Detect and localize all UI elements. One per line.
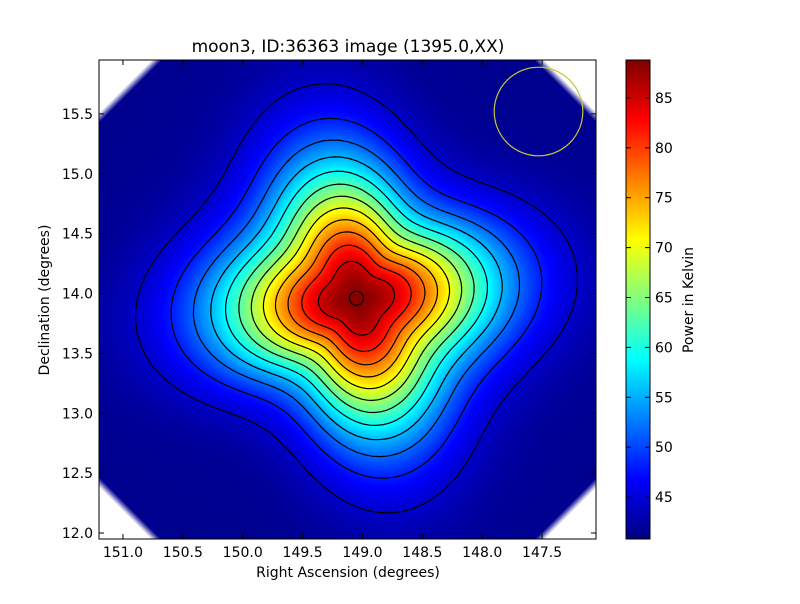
- y-tick-label: 14.0: [62, 287, 93, 303]
- contour-line: [192, 139, 521, 458]
- colorbar-tick-label: 50: [655, 440, 673, 456]
- contour-line: [238, 183, 475, 414]
- x-tick-label: 148.5: [402, 545, 442, 561]
- contour-line: [317, 260, 396, 336]
- contour-line: [224, 170, 489, 427]
- colorbar-tick-label: 70: [655, 241, 673, 257]
- colorbar-tick-label: 65: [655, 291, 673, 307]
- x-tick-label: 147.5: [522, 545, 562, 561]
- x-tick-label: 151.0: [103, 545, 143, 561]
- colorbar-tick-label: 45: [655, 490, 673, 506]
- x-tick-label: 149.5: [283, 545, 323, 561]
- plot-area: [99, 60, 596, 539]
- contour-line: [262, 207, 451, 390]
- contour-line: [250, 195, 463, 402]
- y-tick-label: 15.0: [62, 167, 93, 183]
- colorbar-tick-label: 85: [655, 91, 673, 107]
- contour-line: [287, 231, 426, 366]
- y-tick-label: 13.5: [62, 346, 93, 362]
- colorbar: [625, 59, 651, 540]
- x-axis-label: Right Ascension (degrees): [256, 565, 440, 581]
- x-axis-ticks: 151.0 150.5 150.0 149.5 149.0 148.5 148.0 147.5: [103, 60, 562, 561]
- colorbar-tick-label: 60: [655, 340, 673, 356]
- contour-line: [170, 117, 543, 479]
- contour-line: [348, 290, 365, 306]
- colorbar-tick-label: 80: [655, 141, 673, 157]
- y-tick-label: 14.5: [62, 227, 93, 243]
- x-tick-label: 150.0: [223, 545, 263, 561]
- contour-line: [301, 244, 412, 353]
- y-axis-label: Declination (degrees): [37, 225, 53, 376]
- beam-circle: [493, 66, 584, 157]
- y-tick-label: 15.5: [62, 107, 93, 123]
- contour-line: [210, 156, 503, 441]
- y-tick-label: 12.0: [62, 526, 93, 542]
- chart-title: moon3, ID:36363 image (1395.0,XX): [192, 37, 505, 57]
- x-tick-label: 150.5: [163, 545, 203, 561]
- y-tick-label: 13.0: [62, 406, 93, 422]
- colorbar-ticks: 45 50 55 60 65 70 75 80 85: [626, 91, 673, 506]
- contour-group: [134, 83, 579, 514]
- colorbar-label: Power in Kelvin: [681, 247, 697, 353]
- colorbar-tick-label: 75: [655, 191, 673, 207]
- colorbar-tick-label: 55: [655, 390, 673, 406]
- plot-frame: [98, 59, 597, 540]
- y-tick-label: 12.5: [62, 466, 93, 482]
- x-tick-label: 148.0: [462, 545, 502, 561]
- contour-line: [274, 219, 439, 378]
- contour-line: [134, 83, 579, 514]
- x-tick-label: 149.0: [342, 545, 382, 561]
- heatmap-image: [99, 60, 596, 539]
- y-axis-ticks: 12.0 12.5 13.0 13.5 14.0 14.5 15.0 15.5: [62, 107, 596, 542]
